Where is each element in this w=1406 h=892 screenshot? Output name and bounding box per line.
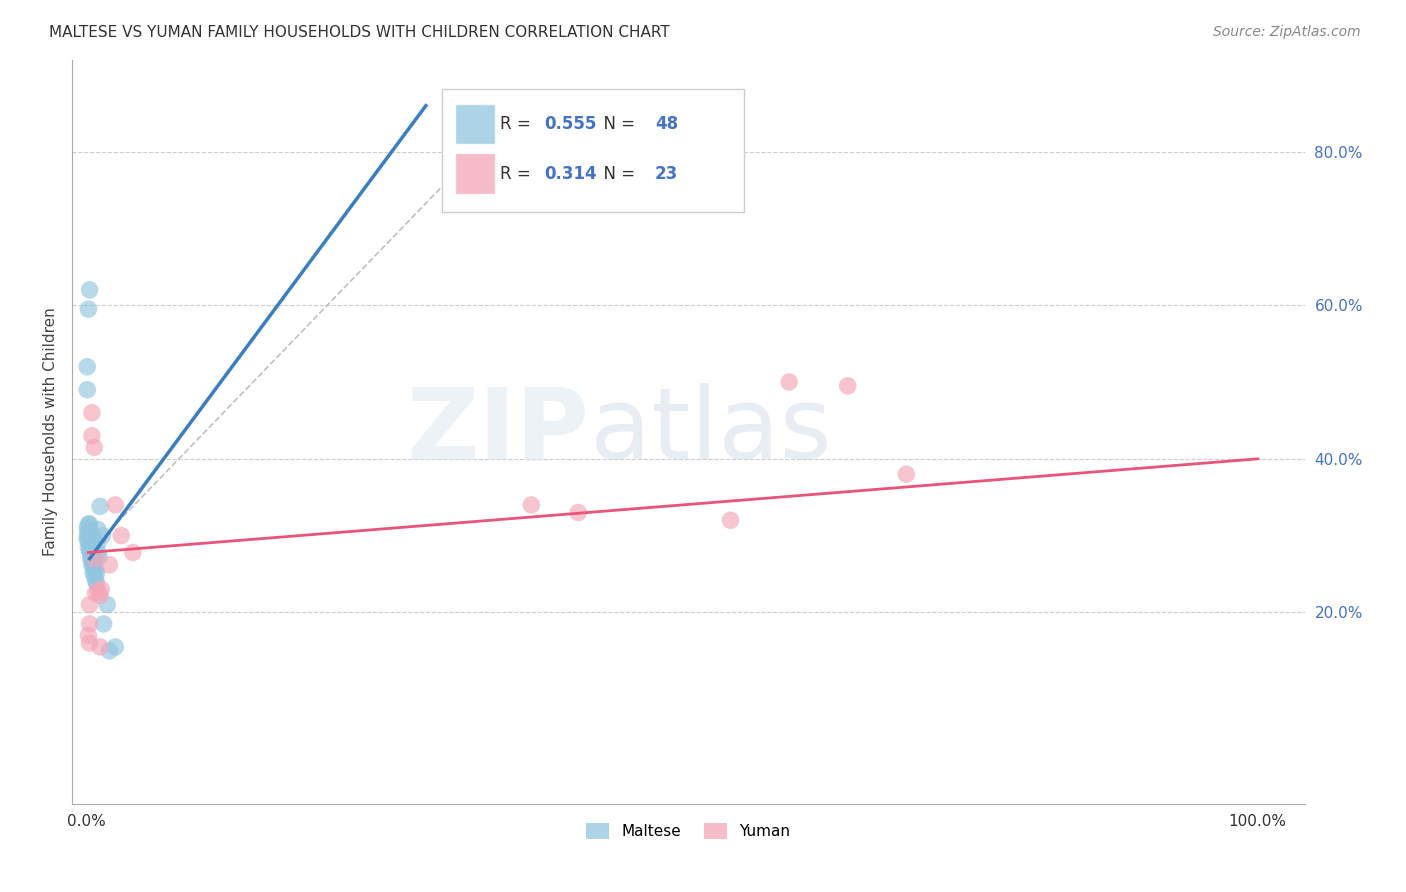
Point (79, 283, 101, 297)
Point (79, 524, 101, 539)
Point (80, 528, 103, 542)
Point (77, 302, 100, 317)
Point (80, 536, 103, 550)
Point (76, 383, 98, 397)
Point (77, 517, 100, 532)
Point (82, 533, 104, 547)
Point (837, 379, 859, 393)
Text: 48: 48 (655, 115, 678, 134)
Point (79, 533, 101, 547)
Point (98, 558, 121, 572)
Point (76, 521, 98, 535)
Text: N =: N = (593, 164, 641, 183)
Text: 23: 23 (655, 164, 678, 183)
Text: 0.314: 0.314 (544, 164, 596, 183)
Text: R =: R = (499, 115, 536, 134)
Point (84, 573, 107, 587)
Text: R =: R = (499, 164, 536, 183)
FancyBboxPatch shape (441, 89, 744, 212)
Text: ZIP: ZIP (406, 384, 589, 481)
Point (80, 429, 103, 443)
Point (89, 640, 111, 654)
Point (86, 566, 108, 580)
Point (567, 506, 589, 520)
Point (87, 583, 110, 598)
Point (89, 500, 111, 514)
Point (87, 523, 110, 537)
Point (80, 406, 103, 420)
Point (86, 576, 108, 591)
Point (80, 551, 103, 566)
Point (84, 563, 107, 577)
Legend: Maltese, Yuman: Maltese, Yuman (581, 817, 796, 845)
Point (520, 498, 543, 512)
Point (98, 644, 121, 658)
Point (79, 598, 101, 612)
Point (79, 536, 101, 550)
Text: MALTESE VS YUMAN FAMILY HOUSEHOLDS WITH CHILDREN CORRELATION CHART: MALTESE VS YUMAN FAMILY HOUSEHOLDS WITH … (49, 25, 671, 40)
Point (79, 544, 101, 558)
Point (90, 582, 112, 597)
Point (80, 527, 103, 541)
Point (79, 616, 101, 631)
Point (91, 528, 114, 542)
Text: 0.555: 0.555 (544, 115, 596, 134)
Point (87, 550, 110, 565)
Point (104, 640, 127, 654)
Point (896, 467, 918, 482)
Point (77, 540, 100, 554)
Point (79, 517, 101, 532)
Point (87, 545, 110, 559)
Point (82, 566, 104, 580)
Point (778, 375, 800, 389)
Point (80, 545, 103, 559)
Point (93, 616, 115, 631)
Point (76, 359, 98, 374)
Point (84, 586, 107, 600)
Point (80, 558, 103, 572)
Point (76, 533, 98, 547)
FancyBboxPatch shape (456, 104, 495, 145)
Point (84, 551, 107, 566)
Point (720, 513, 742, 527)
Point (82, 550, 104, 565)
Point (80, 551, 103, 566)
Point (83, 559, 105, 574)
Point (80, 536, 103, 550)
Point (77, 628, 100, 642)
Text: N =: N = (593, 115, 641, 134)
Point (96, 598, 118, 612)
Point (122, 545, 145, 559)
Point (104, 498, 127, 512)
Point (80, 533, 103, 547)
Text: atlas: atlas (589, 384, 831, 481)
Point (83, 551, 105, 566)
Point (76, 528, 98, 542)
FancyBboxPatch shape (456, 153, 495, 194)
Point (87, 536, 110, 550)
Text: Source: ZipAtlas.com: Source: ZipAtlas.com (1213, 25, 1361, 39)
Point (79, 636, 101, 650)
Point (80, 545, 103, 559)
Point (77, 524, 100, 539)
Point (77, 533, 100, 547)
Point (83, 568, 105, 582)
Point (82, 542, 104, 557)
Y-axis label: Family Households with Children: Family Households with Children (44, 308, 58, 557)
Point (110, 528, 132, 542)
Point (82, 558, 104, 572)
Point (89, 589, 111, 603)
Point (83, 440, 105, 454)
